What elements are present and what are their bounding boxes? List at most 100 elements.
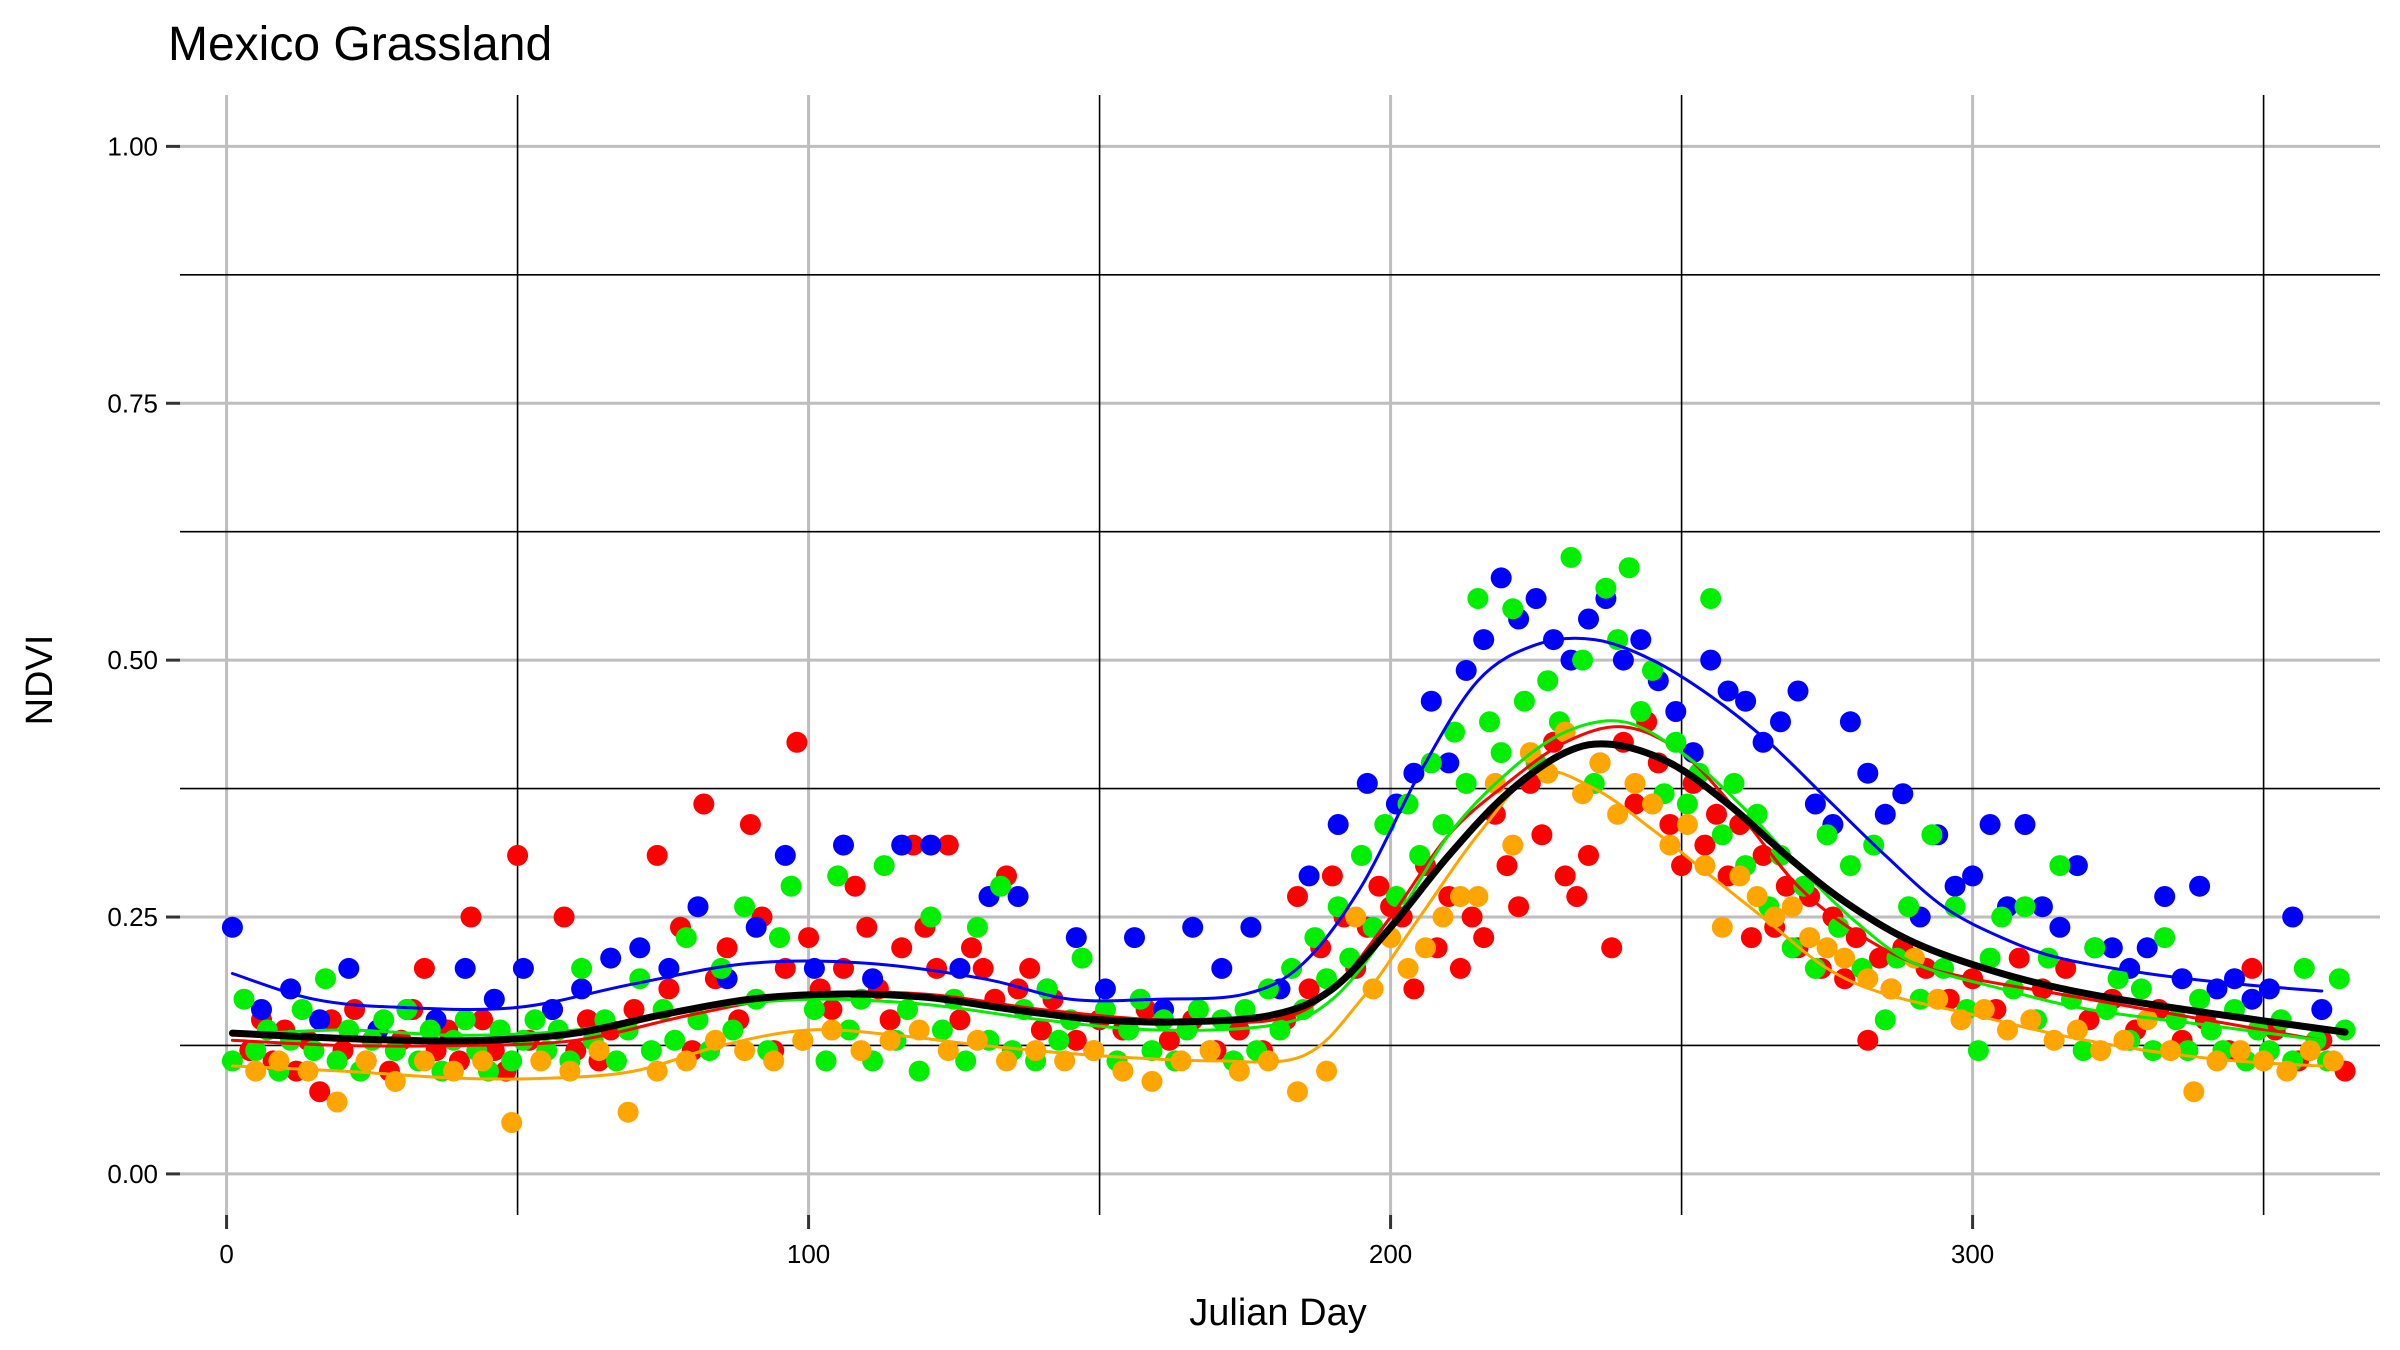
data-point-orange <box>1816 937 1838 959</box>
data-point-red <box>646 844 668 866</box>
data-point-green <box>1479 711 1500 733</box>
data-point-green <box>1793 875 1815 897</box>
data-point-green <box>629 968 651 990</box>
data-point-green <box>1455 772 1477 794</box>
data-point-blue <box>1839 711 1861 733</box>
data-point-blue <box>1094 978 1116 1000</box>
data-point-red <box>1019 957 1041 979</box>
data-point-blue <box>338 957 360 979</box>
data-point-green <box>966 916 988 938</box>
data-point-orange <box>268 1050 290 1072</box>
data-point-orange <box>2322 1050 2344 1072</box>
data-point-red <box>413 957 435 979</box>
data-point-blue <box>774 844 796 866</box>
data-point-green <box>233 988 255 1010</box>
data-point-blue <box>309 1009 331 1031</box>
data-point-green <box>1979 947 2001 969</box>
data-point-green <box>1676 793 1698 815</box>
data-point-blue <box>2136 937 2158 959</box>
data-point-red <box>1601 937 1623 959</box>
data-point-blue <box>1700 649 1722 671</box>
data-point-orange <box>2229 1040 2251 1062</box>
data-point-blue <box>1857 762 1879 784</box>
data-point-green <box>315 968 336 990</box>
data-point-blue <box>1298 865 1320 887</box>
data-point-green <box>291 999 313 1020</box>
data-point-green <box>908 1060 930 1082</box>
data-point-blue <box>1182 916 1204 938</box>
data-point-blue <box>1665 701 1687 722</box>
data-point-green <box>734 896 756 918</box>
data-point-green <box>571 957 593 979</box>
data-point-red <box>344 999 366 1020</box>
data-point-blue <box>2189 875 2211 897</box>
data-point-green <box>1537 670 1559 692</box>
data-point-blue <box>2066 855 2088 877</box>
data-point-orange <box>1746 886 1768 907</box>
data-point-orange <box>1502 834 1524 856</box>
data-point-red <box>507 844 529 866</box>
data-point-green <box>245 1040 267 1062</box>
data-point-orange <box>588 1040 610 1062</box>
data-point-green <box>1839 855 1861 877</box>
data-point-orange <box>1572 783 1594 805</box>
data-point-orange <box>1834 947 1856 969</box>
data-point-orange <box>1642 793 1663 815</box>
data-point-green <box>955 1050 977 1072</box>
data-point-red <box>1449 957 1471 979</box>
data-point-orange <box>1694 855 1716 877</box>
data-point-green <box>1746 803 1768 825</box>
data-point-green <box>1351 844 1372 866</box>
data-point-orange <box>2160 1040 2181 1062</box>
data-point-green <box>1502 598 1524 620</box>
data-point-red <box>623 999 645 1020</box>
data-point-orange <box>2206 1050 2228 1072</box>
data-point-blue <box>1578 608 1599 630</box>
data-point-orange <box>1589 752 1611 774</box>
data-point-blue <box>1007 886 1029 907</box>
data-point-orange <box>1711 916 1733 938</box>
data-point-green <box>2293 957 2315 979</box>
x-tick-label: 200 <box>1369 1239 1412 1269</box>
data-point-orange <box>413 1050 435 1072</box>
data-point-red <box>774 957 796 979</box>
data-point-red <box>879 1009 901 1031</box>
data-point-blue <box>1525 588 1547 609</box>
data-point-green <box>2072 1040 2094 1062</box>
data-point-red <box>786 731 808 753</box>
data-point-blue <box>1438 752 1460 774</box>
data-point-orange <box>297 1060 319 1082</box>
data-point-green <box>1444 721 1466 743</box>
data-point-blue <box>1874 803 1896 825</box>
data-point-red <box>1740 927 1762 949</box>
data-point-orange <box>908 1019 930 1041</box>
data-point-green <box>1921 824 1943 846</box>
data-point-green <box>1816 824 1838 846</box>
data-point-red <box>1845 927 1867 949</box>
data-point-red <box>2055 957 2077 979</box>
data-point-green <box>501 1050 523 1072</box>
x-tick-label: 300 <box>1951 1239 1994 1269</box>
data-point-red <box>1857 1029 1879 1051</box>
data-point-blue <box>1065 927 1087 949</box>
data-point-red <box>1671 855 1693 877</box>
data-point-red <box>472 1009 494 1031</box>
data-point-red <box>1368 875 1390 897</box>
data-point-red <box>1298 978 1320 1000</box>
data-point-green <box>326 1050 348 1072</box>
data-point-orange <box>355 1050 377 1072</box>
data-point-red <box>1321 865 1343 887</box>
data-point-orange <box>1228 1060 1250 1082</box>
data-point-blue <box>1979 814 2001 835</box>
data-point-green <box>803 999 825 1020</box>
data-point-orange <box>937 1040 959 1062</box>
data-point-green <box>1898 896 1920 918</box>
data-point-blue <box>2049 916 2071 938</box>
smooth-line-orange <box>230 769 2324 1081</box>
smooth-line-blue <box>230 636 2324 1012</box>
data-point-red <box>891 937 913 959</box>
data-point-orange <box>1112 1060 1134 1082</box>
data-point-green <box>1572 649 1594 671</box>
